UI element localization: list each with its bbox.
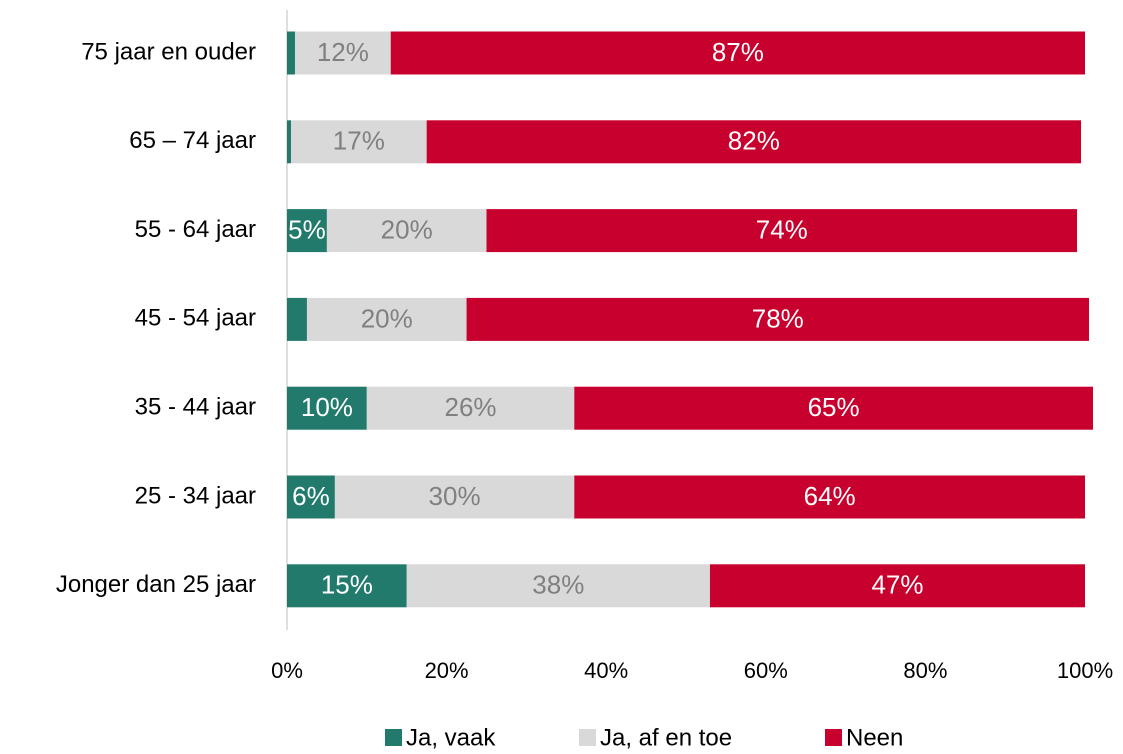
bar-segment [486,209,1078,253]
bar-segment [366,386,575,430]
bar-segment [426,120,1082,164]
y-tick-label: 35 - 44 jaar [135,394,256,421]
bar-segment [574,386,1093,430]
x-tick-label: 0% [271,658,303,683]
legend-label: Neen [846,724,903,751]
x-tick-label: 80% [903,658,947,683]
bar-segment [326,209,487,253]
bar-segment [287,475,335,519]
data-label: 20% [381,214,433,244]
legend-swatch [579,729,596,746]
legend-swatch [385,729,402,746]
x-tick-label: 40% [584,658,628,683]
data-label: 87% [712,37,764,67]
bar-segment [390,31,1085,75]
data-label: 47% [871,570,923,600]
y-tick-label: 25 - 34 jaar [135,482,256,509]
bar-segment [574,475,1085,519]
data-label: 65% [808,392,860,422]
data-label: 12% [317,37,369,67]
data-label: 17% [333,126,385,156]
y-tick-label: 65 – 74 jaar [129,127,256,154]
y-tick-label: 75 jaar en ouder [81,38,256,65]
bar-segment [334,475,575,519]
bar-segment [294,31,391,75]
x-tick-label: 100% [1057,658,1113,683]
data-label: 78% [752,303,804,333]
bar-segment [406,564,710,608]
bar-segment [290,120,427,164]
data-label: 5% [288,214,326,244]
bar-segment [287,297,307,341]
y-tick-label: Jonger dan 25 jaar [56,571,256,598]
bar-segment [306,297,467,341]
data-label: 20% [361,303,413,333]
data-label: 38% [532,570,584,600]
data-label: 6% [292,481,330,511]
bar-segment [287,386,367,430]
x-tick-label: 60% [744,658,788,683]
data-label: 82% [728,126,780,156]
legend-label: Ja, vaak [406,724,496,751]
bar-segment [287,120,291,164]
bar-segment [287,564,407,608]
data-label: 10% [301,392,353,422]
bar-segment [709,564,1085,608]
data-label: 15% [321,570,373,600]
y-tick-label: 55 - 64 jaar [135,216,256,243]
data-label: 64% [804,481,856,511]
bar-segment [287,209,327,253]
legend-label: Ja, af en toe [600,724,732,751]
data-label: 74% [756,214,808,244]
bar-segment [287,31,295,75]
data-label: 26% [445,392,497,422]
legend-swatch [825,729,842,746]
y-tick-label: 45 - 54 jaar [135,305,256,332]
data-label: 30% [429,481,481,511]
bar-segment [466,297,1089,341]
x-tick-label: 20% [425,658,469,683]
